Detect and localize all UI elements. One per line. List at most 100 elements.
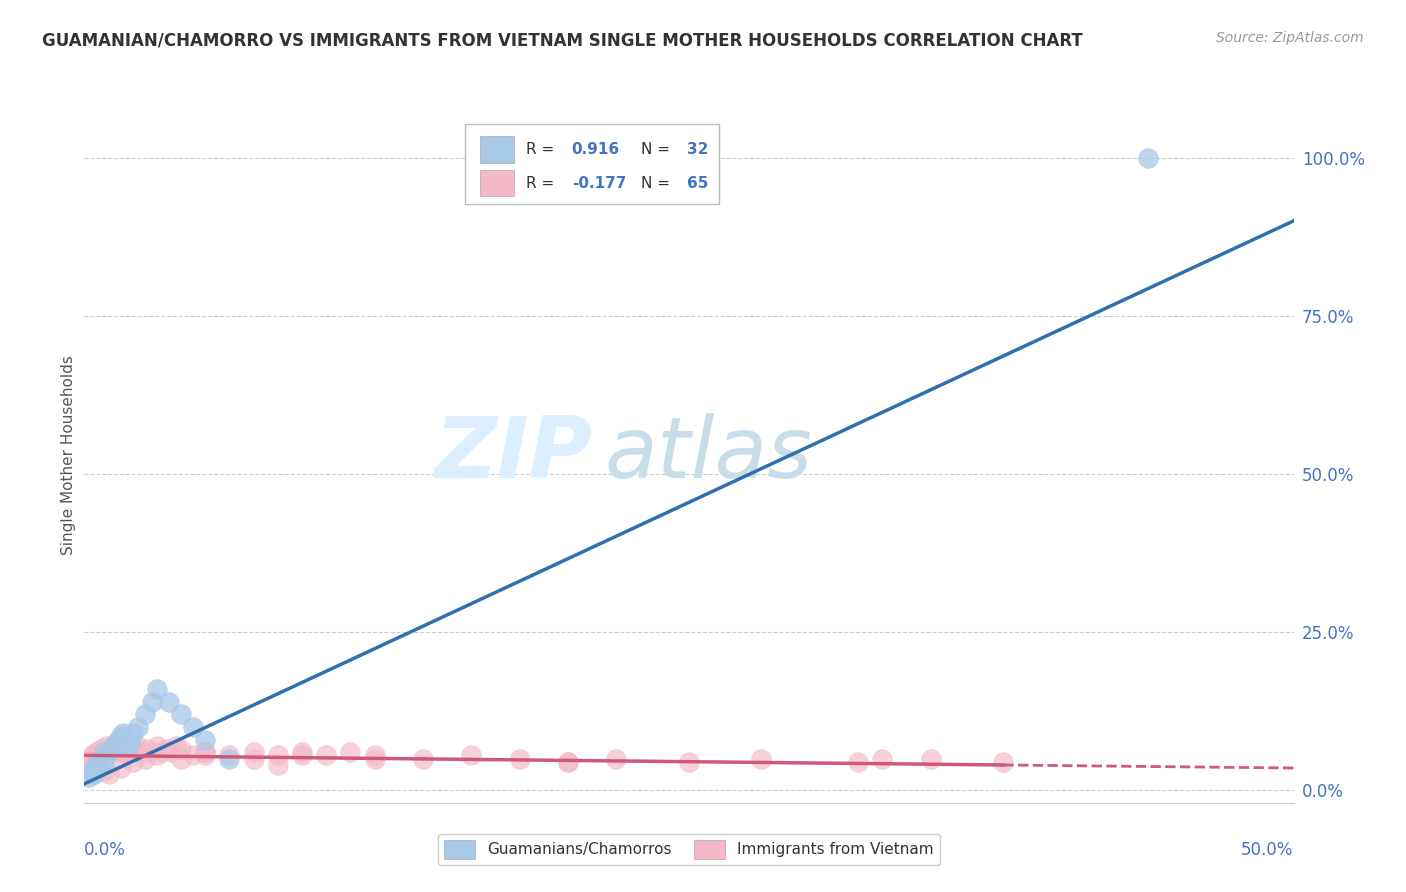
Point [93,755,115,769]
Point [117,745,139,759]
Point [93,764,115,779]
Point [112,726,135,740]
Point [134,707,156,722]
Point [267,748,290,763]
Point [94,748,117,763]
Point [86,745,108,759]
Point [110,761,132,775]
Y-axis label: Single Mother Households: Single Mother Households [60,355,76,555]
Text: 65: 65 [686,176,707,191]
Point [194,745,217,759]
Text: -0.177: -0.177 [572,176,626,191]
Point [291,748,314,763]
Point [157,695,180,709]
Point [77,751,100,765]
Point [165,739,187,753]
Point [120,736,142,750]
Bar [479,136,513,162]
Point [160,745,183,759]
Point [100,742,122,756]
Point [97,742,120,756]
Text: ZIP: ZIP [434,413,592,497]
Point [90,742,112,756]
Text: 32: 32 [686,142,707,157]
Point [846,755,869,769]
Point [194,748,217,763]
Point [121,726,143,740]
Point [218,748,240,763]
Point [114,732,136,747]
Legend: Guamanians/Chamorros, Immigrants from Vietnam: Guamanians/Chamorros, Immigrants from Vi… [439,834,939,864]
Text: GUAMANIAN/CHAMORRO VS IMMIGRANTS FROM VIETNAM SINGLE MOTHER HOUSEHOLDS CORRELATI: GUAMANIAN/CHAMORRO VS IMMIGRANTS FROM VI… [42,31,1083,49]
Point [80,764,103,779]
Point [134,751,156,765]
Point [146,681,169,696]
FancyBboxPatch shape [465,124,720,204]
Point [194,745,217,759]
Point [557,755,579,769]
Point [136,742,159,756]
Point [103,739,125,753]
Point [86,757,108,772]
Text: N =: N = [641,142,675,157]
Point [110,745,132,759]
Point [412,751,434,765]
Point [218,751,240,765]
Text: R =: R = [526,176,558,191]
Point [678,755,700,769]
Point [87,761,110,775]
Point [141,745,163,759]
Point [127,720,149,734]
Text: 50.0%: 50.0% [1241,841,1294,859]
Point [87,748,110,763]
Point [90,751,112,765]
Point [242,751,264,765]
Point [170,707,193,722]
Point [83,755,105,769]
Point [117,739,139,753]
Point [170,751,193,765]
Point [80,748,103,763]
Point [150,745,173,759]
Point [104,742,127,756]
Point [127,739,149,753]
Point [114,742,136,756]
Point [110,730,132,744]
Point [87,761,110,775]
Point [141,695,163,709]
Point [993,755,1015,769]
Point [121,742,143,756]
Point [872,751,894,765]
Point [93,745,115,759]
Point [181,720,204,734]
Point [181,748,204,763]
Point [315,748,337,763]
Point [751,751,773,765]
Point [920,751,942,765]
Text: N =: N = [641,176,675,191]
Point [83,767,105,781]
Point [97,767,120,781]
Point [97,745,120,759]
Point [170,742,193,756]
Text: Source: ZipAtlas.com: Source: ZipAtlas.com [1216,31,1364,45]
Text: R =: R = [526,142,558,157]
Point [103,739,125,753]
Point [107,736,129,750]
Point [155,742,177,756]
Bar [479,169,513,196]
Point [1137,151,1160,165]
Point [94,739,117,753]
Point [112,739,135,753]
Point [146,739,169,753]
Point [509,751,531,765]
Point [80,764,103,779]
Point [104,736,127,750]
Point [242,745,264,759]
Text: atlas: atlas [605,413,813,497]
Point [77,771,100,785]
Point [131,745,153,759]
Text: 0.916: 0.916 [572,142,620,157]
Point [120,739,142,753]
Point [86,757,108,772]
